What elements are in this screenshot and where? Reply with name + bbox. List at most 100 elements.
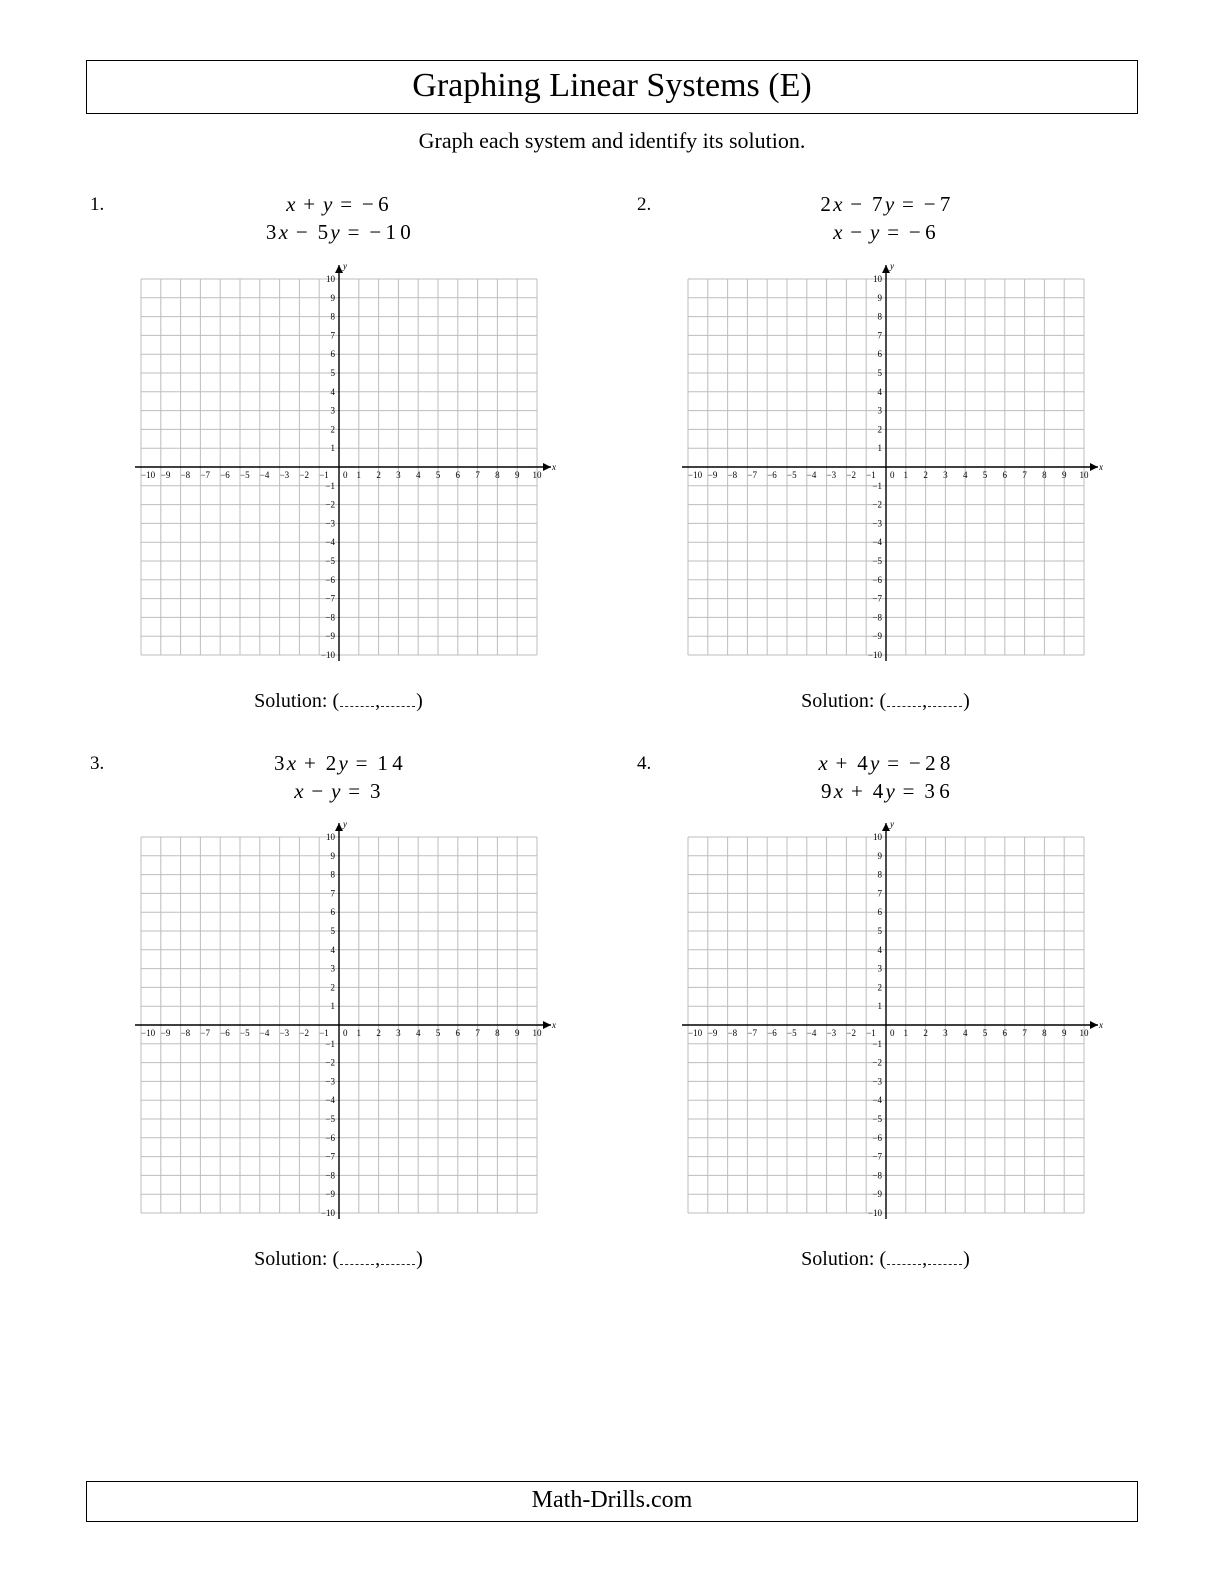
- solution-label: Solution:: [801, 1248, 874, 1270]
- coordinate-grid[interactable]: −10−9−8−7−6−5−4−3−2−1012345678910−10−9−8…: [90, 815, 587, 1235]
- svg-text:y: y: [342, 261, 347, 271]
- svg-text:1: 1: [330, 1002, 335, 1012]
- solution-y-blank[interactable]: [381, 689, 415, 707]
- svg-text:6: 6: [455, 1028, 460, 1038]
- solution-y-blank[interactable]: [928, 1247, 962, 1265]
- svg-text:−5: −5: [787, 1028, 797, 1038]
- svg-text:−4: −4: [259, 470, 269, 480]
- svg-text:1: 1: [877, 1002, 882, 1012]
- equation-2: x − y = 3: [90, 777, 587, 805]
- solution-x-blank[interactable]: [340, 1247, 374, 1265]
- solution-line: Solution: (,): [90, 1247, 587, 1271]
- svg-text:−10: −10: [320, 1208, 335, 1218]
- svg-text:7: 7: [1022, 1028, 1027, 1038]
- svg-text:y: y: [889, 819, 894, 829]
- svg-text:x: x: [1098, 462, 1103, 472]
- svg-text:−9: −9: [872, 631, 882, 641]
- svg-text:1: 1: [330, 443, 335, 453]
- solution-x-blank[interactable]: [340, 689, 374, 707]
- svg-text:3: 3: [877, 405, 882, 415]
- equation-system: 2x − 7y = −7x − y = −6: [637, 190, 1134, 247]
- svg-text:5: 5: [877, 368, 882, 378]
- svg-text:7: 7: [1022, 470, 1027, 480]
- title-box: Graphing Linear Systems (E): [86, 60, 1138, 114]
- svg-text:−9: −9: [872, 1190, 882, 1200]
- svg-text:−10: −10: [867, 650, 882, 660]
- svg-text:5: 5: [435, 470, 440, 480]
- svg-text:−7: −7: [325, 1152, 335, 1162]
- svg-text:−5: −5: [325, 556, 335, 566]
- svg-text:−6: −6: [767, 1028, 777, 1038]
- coordinate-grid[interactable]: −10−9−8−7−6−5−4−3−2−1012345678910−10−9−8…: [90, 257, 587, 677]
- svg-text:7: 7: [475, 470, 480, 480]
- solution-y-blank[interactable]: [381, 1247, 415, 1265]
- svg-text:−9: −9: [325, 631, 335, 641]
- svg-text:6: 6: [1002, 1028, 1007, 1038]
- svg-text:−9: −9: [707, 1028, 717, 1038]
- footer-box: Math-Drills.com: [86, 1481, 1138, 1522]
- svg-text:4: 4: [330, 386, 335, 396]
- svg-text:−5: −5: [325, 1114, 335, 1124]
- svg-text:6: 6: [330, 908, 335, 918]
- svg-text:−1: −1: [319, 470, 329, 480]
- svg-text:−1: −1: [866, 1028, 876, 1038]
- svg-text:5: 5: [982, 1028, 987, 1038]
- svg-text:−10: −10: [141, 1028, 156, 1038]
- svg-text:−1: −1: [872, 480, 882, 490]
- svg-text:9: 9: [330, 292, 335, 302]
- coordinate-grid[interactable]: −10−9−8−7−6−5−4−3−2−1012345678910−10−9−8…: [637, 815, 1134, 1235]
- svg-text:−8: −8: [872, 612, 882, 622]
- solution-y-blank[interactable]: [928, 689, 962, 707]
- svg-text:−1: −1: [866, 470, 876, 480]
- svg-text:6: 6: [455, 470, 460, 480]
- svg-text:10: 10: [326, 832, 336, 842]
- svg-text:−8: −8: [872, 1171, 882, 1181]
- svg-text:−2: −2: [325, 1058, 335, 1068]
- problem-1: 1.x + y = −63x − 5y = −10−10−9−8−7−6−5−4…: [90, 190, 587, 713]
- svg-text:2: 2: [923, 1028, 928, 1038]
- svg-text:−7: −7: [200, 1028, 210, 1038]
- svg-text:−1: −1: [325, 1039, 335, 1049]
- svg-text:7: 7: [877, 889, 882, 899]
- svg-text:−3: −3: [279, 1028, 289, 1038]
- svg-text:−9: −9: [160, 1028, 170, 1038]
- svg-text:4: 4: [962, 470, 967, 480]
- equation-2: x − y = −6: [637, 218, 1134, 246]
- svg-text:0: 0: [890, 470, 895, 480]
- svg-text:−9: −9: [707, 470, 717, 480]
- solution-x-blank[interactable]: [887, 689, 921, 707]
- problem-2: 2.2x − 7y = −7x − y = −6−10−9−8−7−6−5−4−…: [637, 190, 1134, 713]
- coordinate-grid[interactable]: −10−9−8−7−6−5−4−3−2−1012345678910−10−9−8…: [637, 257, 1134, 677]
- svg-text:−6: −6: [767, 470, 777, 480]
- problem-number: 2.: [637, 194, 651, 216]
- svg-text:0: 0: [890, 1028, 895, 1038]
- svg-text:3: 3: [943, 1028, 948, 1038]
- svg-text:−5: −5: [787, 470, 797, 480]
- svg-text:10: 10: [873, 274, 883, 284]
- svg-text:−3: −3: [826, 1028, 836, 1038]
- problem-number: 4.: [637, 753, 651, 775]
- svg-text:3: 3: [330, 964, 335, 974]
- svg-text:4: 4: [415, 470, 420, 480]
- solution-line: Solution: (,): [637, 1247, 1134, 1271]
- solution-label: Solution:: [254, 690, 327, 712]
- svg-text:3: 3: [877, 964, 882, 974]
- solution-x-blank[interactable]: [887, 1247, 921, 1265]
- svg-text:3: 3: [330, 405, 335, 415]
- svg-text:−2: −2: [325, 499, 335, 509]
- svg-text:−2: −2: [846, 1028, 856, 1038]
- svg-text:2: 2: [376, 470, 381, 480]
- svg-text:−6: −6: [872, 574, 882, 584]
- svg-text:10: 10: [1079, 1028, 1089, 1038]
- svg-text:8: 8: [877, 311, 882, 321]
- svg-text:4: 4: [962, 1028, 967, 1038]
- svg-text:−4: −4: [872, 1096, 882, 1106]
- svg-text:9: 9: [877, 851, 882, 861]
- svg-text:−3: −3: [325, 518, 335, 528]
- equation-system: 3x + 2y = 14x − y = 3: [90, 749, 587, 806]
- svg-text:10: 10: [326, 274, 336, 284]
- svg-text:7: 7: [330, 330, 335, 340]
- svg-text:4: 4: [877, 386, 882, 396]
- svg-text:10: 10: [532, 470, 542, 480]
- svg-text:2: 2: [376, 1028, 381, 1038]
